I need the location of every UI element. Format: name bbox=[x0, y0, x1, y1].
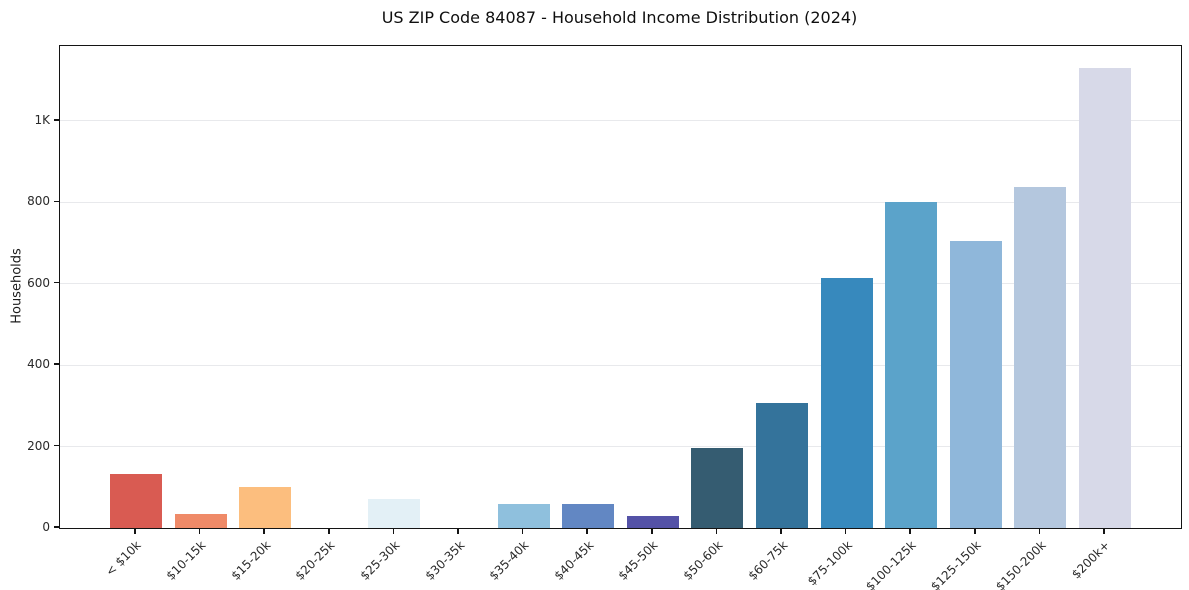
x-tick-mark bbox=[198, 528, 201, 534]
x-tick-label: $200k+ bbox=[1069, 538, 1113, 582]
gridline bbox=[60, 201, 1181, 203]
x-tick-label: $10-15k bbox=[163, 538, 209, 583]
x-tick-mark bbox=[328, 528, 330, 534]
x-tick-label: $15-20k bbox=[228, 538, 274, 583]
x-tick-mark bbox=[909, 528, 911, 534]
x-tick-mark bbox=[521, 528, 524, 534]
x-tick-label: $45-50k bbox=[615, 538, 661, 583]
x-tick-mark bbox=[844, 528, 847, 534]
y-tick-label: 600 bbox=[27, 275, 50, 290]
bar-15-20k bbox=[239, 487, 292, 528]
y-tick-label: 400 bbox=[27, 357, 50, 372]
x-tick-label: $30-35k bbox=[422, 538, 467, 583]
chart-title: US ZIP Code 84087 - Household Income Dis… bbox=[381, 8, 858, 27]
x-tick-mark bbox=[1038, 528, 1041, 534]
x-tick-mark bbox=[1103, 528, 1105, 534]
bar-50-60k bbox=[691, 447, 744, 528]
x-tick-label: < $10k bbox=[103, 538, 144, 579]
bar-25-30k bbox=[368, 498, 421, 528]
y-tick-mark bbox=[54, 200, 59, 203]
x-tick-label: $60-75k bbox=[745, 538, 790, 583]
x-tick-label: $25-30k bbox=[357, 538, 403, 583]
y-tick-label: 0 bbox=[42, 520, 50, 534]
x-tick-mark bbox=[780, 528, 782, 534]
x-tick-label: $20-25k bbox=[292, 538, 338, 583]
x-tick-label: $125-150k bbox=[928, 538, 984, 590]
gridline bbox=[60, 283, 1181, 285]
y-tick-label: 200 bbox=[27, 438, 50, 453]
x-tick-label: $40-45k bbox=[551, 538, 597, 583]
bar-40-45k bbox=[562, 504, 615, 528]
bar-45-50k bbox=[626, 515, 679, 528]
x-tick-label: $150-200k bbox=[992, 538, 1049, 590]
bar-200k+ bbox=[1079, 68, 1131, 528]
bar-150-200k bbox=[1014, 187, 1067, 528]
x-tick-mark bbox=[263, 528, 265, 534]
x-tick-mark bbox=[715, 528, 718, 534]
x-tick-mark bbox=[586, 528, 588, 534]
bar-75-100k bbox=[820, 277, 873, 528]
bar-10-15k bbox=[174, 514, 227, 528]
y-tick-mark bbox=[54, 281, 59, 284]
x-tick-mark bbox=[457, 528, 459, 534]
bar-10k bbox=[110, 473, 162, 528]
plot-area bbox=[59, 45, 1182, 529]
bar-60-75k bbox=[756, 403, 808, 528]
x-tick-mark bbox=[974, 528, 976, 534]
x-tick-label: $75-100k bbox=[804, 538, 855, 589]
bar-100-125k bbox=[885, 202, 938, 528]
x-tick-mark bbox=[392, 528, 395, 534]
y-tick-label: 1K bbox=[34, 112, 50, 127]
x-tick-mark bbox=[134, 528, 136, 534]
x-tick-mark bbox=[651, 528, 653, 534]
gridline bbox=[60, 364, 1181, 366]
y-tick-mark bbox=[54, 526, 59, 528]
gridline bbox=[60, 120, 1181, 122]
x-tick-label: $35-40k bbox=[486, 538, 532, 583]
y-tick-label: 800 bbox=[27, 194, 50, 209]
x-tick-label: $100-125k bbox=[863, 538, 920, 590]
bar-35-40k bbox=[497, 504, 550, 528]
x-tick-label: $50-60k bbox=[680, 538, 726, 583]
bar-125-150k bbox=[949, 241, 1002, 528]
y-tick-mark bbox=[54, 119, 59, 121]
y-tick-mark bbox=[54, 363, 59, 365]
gridline bbox=[60, 446, 1181, 448]
y-tick-mark bbox=[54, 444, 59, 447]
